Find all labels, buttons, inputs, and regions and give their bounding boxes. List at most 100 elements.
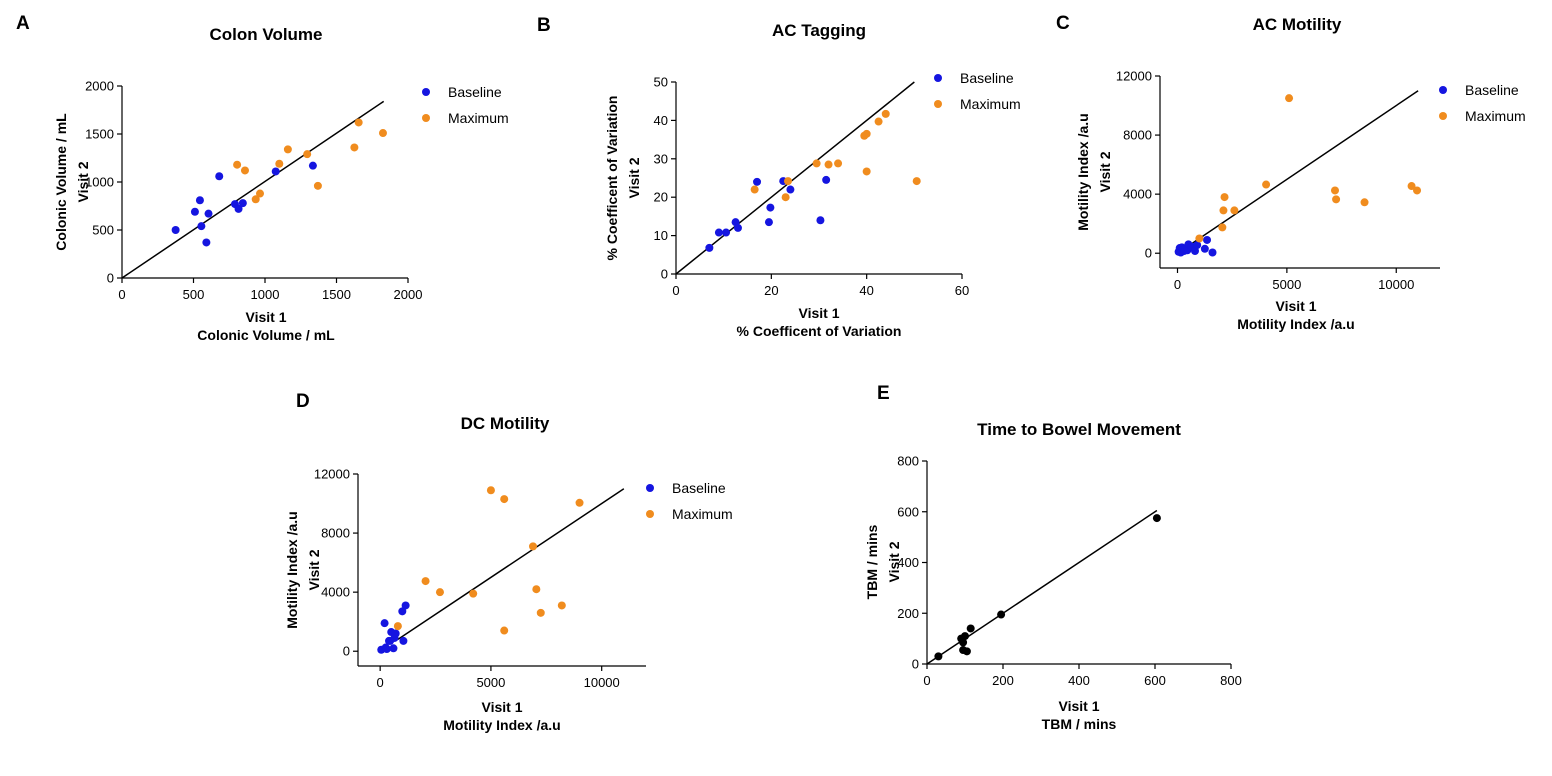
x-axis-label-c-0: Visit 1 — [1276, 298, 1317, 314]
x-tick-label-d-2: 10000 — [584, 675, 620, 690]
y-tick-label-e-1: 200 — [897, 606, 919, 621]
x-tick-label-a-0: 0 — [118, 287, 125, 302]
point-b-baseline-1 — [714, 228, 723, 237]
panel-letter-c: C — [1056, 13, 1070, 34]
y-tick-label-b-4: 40 — [654, 113, 668, 128]
point-d-maximum-10 — [557, 601, 566, 610]
y-axis-label-a-1: Visit 2 — [75, 161, 91, 202]
chart-title-b: AC Tagging — [772, 21, 866, 40]
point-a-maximum-8 — [350, 143, 359, 152]
point-d-maximum-5 — [500, 495, 509, 504]
legend-label-c-baseline: Baseline — [1465, 82, 1519, 98]
y-axis-label-c-1: Visit 2 — [1097, 151, 1113, 192]
y-tick-label-e-3: 600 — [897, 504, 919, 519]
point-a-baseline-4 — [202, 238, 211, 247]
y-axis-label-d-1: Visit 2 — [306, 549, 322, 590]
legend-marker-b-baseline — [934, 74, 942, 82]
y-tick-label-b-0: 0 — [661, 267, 668, 282]
x-axis-label-a-1: Colonic Volume / mL — [197, 327, 335, 343]
x-tick-label-b-3: 60 — [955, 283, 969, 298]
point-b-baseline-2 — [722, 228, 731, 237]
chart-title-a: Colon Volume — [209, 25, 322, 44]
point-c-maximum-0 — [1195, 234, 1204, 243]
legend-marker-a-baseline — [422, 88, 430, 96]
y-axis-label-d-0: Motility Index /a.u — [284, 511, 300, 628]
point-a-maximum-3 — [255, 189, 264, 198]
point-d-maximum-1 — [421, 577, 430, 586]
point-d-maximum-7 — [529, 542, 538, 551]
point-c-maximum-4 — [1230, 206, 1239, 215]
point-a-baseline-6 — [215, 172, 224, 181]
point-d-maximum-2 — [435, 588, 444, 597]
point-b-maximum-4 — [824, 160, 833, 169]
point-b-baseline-4 — [733, 223, 742, 232]
point-b-baseline-11 — [822, 175, 831, 184]
point-d-maximum-6 — [500, 626, 509, 635]
point-b-maximum-11 — [912, 177, 921, 186]
y-tick-label-a-3: 1500 — [85, 127, 114, 142]
x-tick-label-a-1: 500 — [183, 287, 205, 302]
point-c-maximum-2 — [1219, 206, 1228, 215]
point-a-maximum-5 — [283, 145, 292, 154]
point-e-data-4 — [961, 632, 969, 641]
legend-marker-c-maximum — [1439, 112, 1447, 120]
point-c-maximum-5 — [1262, 180, 1271, 189]
panel-letter-d: D — [296, 391, 310, 412]
chart-title-e: Time to Bowel Movement — [977, 420, 1181, 439]
point-a-baseline-1 — [190, 207, 199, 216]
point-d-maximum-9 — [536, 608, 545, 617]
legend-label-d-baseline: Baseline — [672, 480, 726, 496]
y-tick-label-a-4: 2000 — [85, 79, 114, 94]
point-a-baseline-2 — [195, 196, 204, 205]
y-tick-label-e-2: 400 — [897, 555, 919, 570]
point-b-baseline-10 — [816, 216, 825, 225]
point-a-maximum-9 — [354, 118, 363, 127]
point-a-maximum-2 — [251, 195, 260, 204]
x-axis-label-b-1: % Coefficent of Variation — [737, 323, 902, 339]
point-d-maximum-8 — [532, 585, 541, 594]
point-c-maximum-10 — [1407, 182, 1416, 191]
point-b-maximum-3 — [812, 159, 821, 168]
legend-marker-d-maximum — [646, 510, 654, 518]
point-a-maximum-10 — [378, 129, 387, 138]
x-tick-label-c-1: 5000 — [1272, 277, 1301, 292]
legend-label-d-maximum: Maximum — [672, 506, 733, 522]
point-e-data-5 — [962, 647, 971, 656]
point-d-baseline-3 — [382, 645, 391, 654]
panel-a: A Colon Volume 0 500 1000 1500 2000 0 500 1000 150… — [16, 13, 509, 343]
point-d-baseline-7 — [389, 644, 398, 653]
x-axis-label-e-0: Visit 1 — [1059, 698, 1100, 714]
point-d-baseline-11 — [399, 636, 408, 645]
x-tick-label-e-1: 200 — [992, 673, 1014, 688]
panel-d: D DC Motility 0 5000 10000 0 4000 8000 12000 Visi… — [284, 391, 733, 733]
point-c-baseline-11 — [1193, 241, 1202, 250]
x-tick-label-e-4: 800 — [1220, 673, 1242, 688]
point-c-maximum-7 — [1331, 186, 1339, 195]
point-c-maximum-1 — [1218, 223, 1227, 232]
x-axis-label-d-1: Motility Index /a.u — [443, 717, 560, 733]
x-tick-label-b-2: 40 — [859, 283, 873, 298]
point-c-baseline-12 — [1200, 244, 1209, 253]
point-c-baseline-13 — [1203, 235, 1212, 244]
identity-line-b — [675, 81, 915, 275]
legend-label-a-baseline: Baseline — [448, 84, 502, 100]
legend-label-b-baseline: Baseline — [960, 70, 1014, 86]
y-tick-label-d-0: 0 — [343, 644, 350, 659]
point-a-baseline-3 — [197, 222, 206, 231]
point-a-maximum-4 — [275, 159, 284, 168]
point-d-maximum-0 — [393, 622, 402, 631]
point-a-baseline-11 — [308, 161, 317, 170]
point-b-maximum-0 — [750, 185, 759, 194]
x-tick-label-a-2: 1000 — [251, 287, 280, 302]
x-tick-label-c-2: 10000 — [1378, 277, 1414, 292]
y-tick-label-b-5: 50 — [654, 75, 668, 90]
x-tick-label-e-2: 400 — [1068, 673, 1090, 688]
point-d-maximum-4 — [486, 486, 495, 495]
point-c-maximum-6 — [1285, 94, 1294, 103]
panel-letter-a: A — [16, 13, 30, 34]
point-b-baseline-6 — [764, 218, 773, 227]
legend-label-a-maximum: Maximum — [448, 110, 509, 126]
panel-b: B AC Tagging 0 20 40 60 0 10 20 30 40 50 Visit 1 % Co… — [537, 15, 1021, 339]
y-tick-label-e-4: 800 — [897, 454, 919, 469]
